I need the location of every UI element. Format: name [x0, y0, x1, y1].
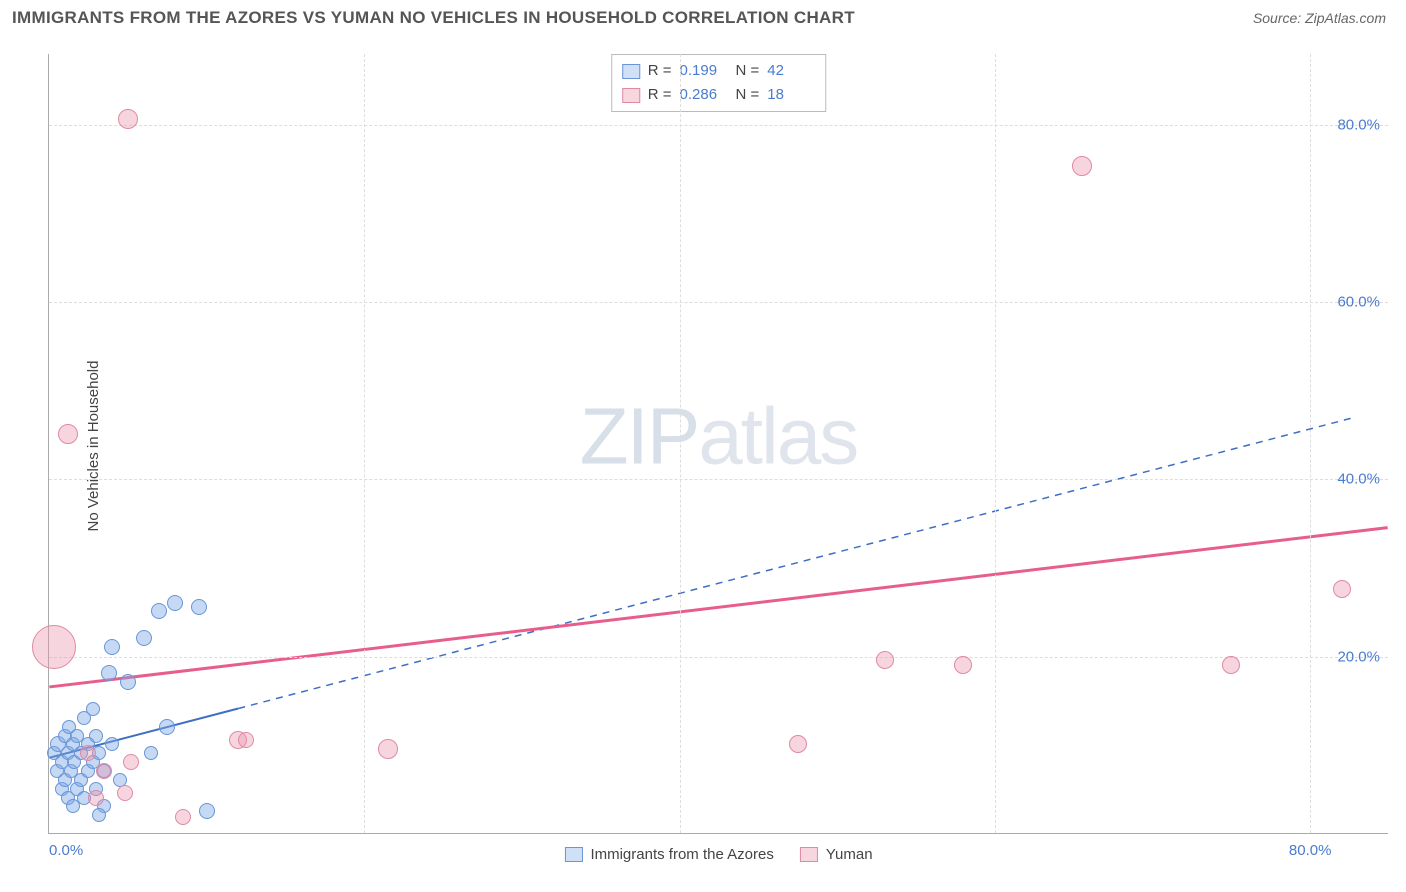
- legend-item: Yuman: [800, 846, 873, 863]
- y-tick-label: 40.0%: [1337, 471, 1380, 488]
- scatter-point: [123, 754, 139, 770]
- x-tick-label: 80.0%: [1289, 842, 1332, 859]
- scatter-point: [120, 674, 136, 690]
- scatter-point: [238, 732, 254, 748]
- header: IMMIGRANTS FROM THE AZORES VS YUMAN NO V…: [0, 0, 1406, 32]
- legend-swatch: [622, 64, 640, 79]
- legend-r-value: 0.199: [680, 59, 728, 83]
- scatter-point: [378, 739, 398, 759]
- scatter-point: [1333, 580, 1351, 598]
- scatter-point: [151, 603, 167, 619]
- legend-swatch: [800, 847, 818, 862]
- gridline-h: [49, 479, 1388, 480]
- legend-r-label: R =: [648, 59, 672, 83]
- legend-r-label: R =: [648, 83, 672, 107]
- scatter-point: [1222, 656, 1240, 674]
- scatter-point: [89, 729, 103, 743]
- scatter-point: [167, 595, 183, 611]
- scatter-point: [199, 803, 215, 819]
- gridline-v: [1310, 54, 1311, 833]
- gridline-v: [680, 54, 681, 833]
- scatter-point: [32, 625, 76, 669]
- legend-label: Immigrants from the Azores: [590, 846, 773, 863]
- scatter-point: [96, 763, 112, 779]
- scatter-point: [88, 790, 104, 806]
- legend-swatch: [564, 847, 582, 862]
- scatter-point: [118, 109, 138, 129]
- series-legend: Immigrants from the Azores Yuman: [564, 846, 872, 863]
- gridline-v: [364, 54, 365, 833]
- legend-item: Immigrants from the Azores: [564, 846, 773, 863]
- legend-n-value: 18: [767, 83, 815, 107]
- legend-row: R = 0.286 N = 18: [622, 83, 816, 107]
- gridline-h: [49, 302, 1388, 303]
- scatter-point: [159, 719, 175, 735]
- scatter-point: [80, 745, 96, 761]
- scatter-point: [954, 656, 972, 674]
- scatter-point: [117, 785, 133, 801]
- legend-n-label: N =: [736, 83, 760, 107]
- scatter-point: [789, 735, 807, 753]
- y-tick-label: 60.0%: [1337, 294, 1380, 311]
- y-tick-label: 20.0%: [1337, 648, 1380, 665]
- trend-lines: [49, 54, 1388, 833]
- y-tick-label: 80.0%: [1337, 116, 1380, 133]
- legend-row: R = 0.199 N = 42: [622, 59, 816, 83]
- scatter-point: [136, 630, 152, 646]
- x-tick-label: 0.0%: [49, 842, 83, 859]
- legend-n-value: 42: [767, 59, 815, 83]
- gridline-v: [995, 54, 996, 833]
- scatter-point: [876, 651, 894, 669]
- watermark: ZIPatlas: [580, 390, 857, 482]
- source-attribution: Source: ZipAtlas.com: [1253, 10, 1386, 26]
- watermark-atlas: atlas: [698, 391, 857, 480]
- scatter-point: [191, 599, 207, 615]
- legend-label: Yuman: [826, 846, 873, 863]
- chart-title: IMMIGRANTS FROM THE AZORES VS YUMAN NO V…: [12, 8, 855, 28]
- source-value: ZipAtlas.com: [1305, 10, 1386, 26]
- scatter-point: [86, 702, 100, 716]
- scatter-point: [175, 809, 191, 825]
- correlation-legend: R = 0.199 N = 42 R = 0.286 N = 18: [611, 54, 827, 112]
- gridline-h: [49, 125, 1388, 126]
- scatter-point: [105, 737, 119, 751]
- scatter-point: [101, 665, 117, 681]
- source-label: Source:: [1253, 10, 1301, 26]
- gridline-h: [49, 657, 1388, 658]
- scatter-point: [58, 424, 78, 444]
- scatter-point: [1072, 156, 1092, 176]
- scatter-chart: ZIPatlas R = 0.199 N = 42 R = 0.286 N = …: [48, 54, 1388, 834]
- scatter-point: [92, 808, 106, 822]
- scatter-point: [144, 746, 158, 760]
- legend-swatch: [622, 88, 640, 103]
- legend-r-value: 0.286: [680, 83, 728, 107]
- scatter-point: [104, 639, 120, 655]
- legend-n-label: N =: [736, 59, 760, 83]
